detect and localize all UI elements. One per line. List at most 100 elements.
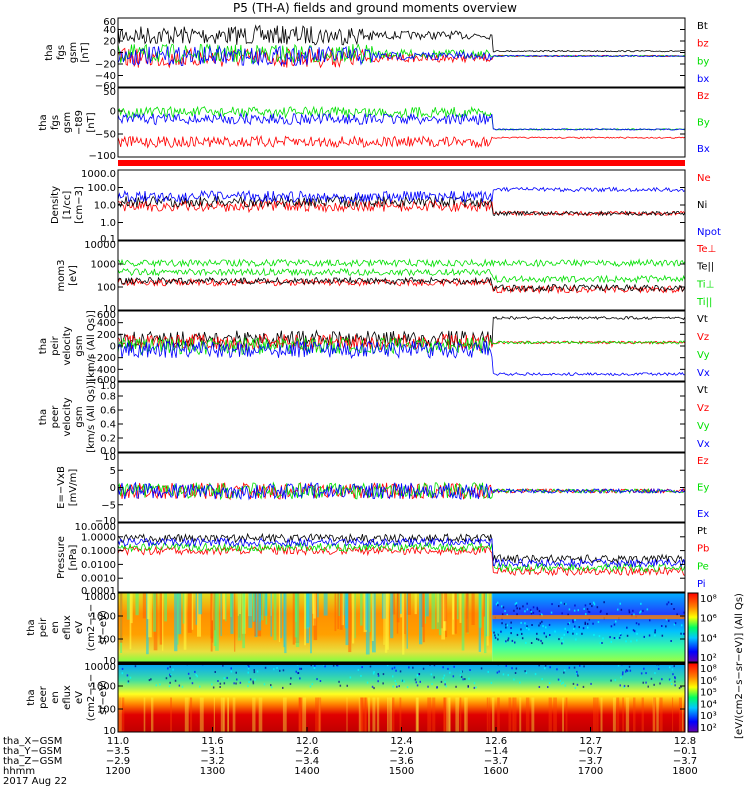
spectrogram-streak (352, 593, 355, 644)
legend-entry: Vx (697, 439, 710, 450)
spectrogram-speckle (560, 601, 562, 604)
spectrogram-streak (258, 697, 263, 732)
spectrogram-streak (273, 593, 277, 641)
spectrogram-speckle (617, 608, 619, 611)
spectrogram-speckle (382, 682, 384, 685)
spectrogram-speckle (496, 671, 499, 674)
spectrogram-streak (633, 697, 636, 732)
spectrogram-speckle (431, 683, 433, 686)
spectrogram-speckle (654, 634, 656, 637)
series-line-Pt (117, 532, 686, 565)
spectrogram-speckle (452, 675, 455, 678)
spectrogram-streak (295, 593, 297, 622)
spectrogram-streak (270, 593, 272, 637)
legend-entry: Bz (697, 91, 709, 102)
spectrogram-speckle (256, 670, 259, 673)
spectrogram-speckle (230, 667, 232, 670)
spectrogram-speckle (247, 671, 249, 674)
spectrogram-speckle (495, 603, 498, 606)
spectrogram-speckle (468, 677, 470, 680)
spectrogram-speckle (169, 675, 172, 678)
y-tick-label: 20 (103, 37, 116, 48)
panel-frame (117, 87, 686, 158)
spectrogram-speckle (536, 608, 539, 611)
spectrogram-streak (372, 697, 376, 732)
spectrogram-speckle (393, 666, 396, 669)
spectrogram-streak (448, 697, 451, 732)
spectrogram-speckle (582, 685, 585, 688)
spectrogram-streak (465, 593, 469, 633)
spectrogram-speckle (541, 620, 543, 623)
series-line-Npot (117, 186, 686, 204)
y-tick-label: 0.8 (100, 392, 116, 403)
series-line-bx (117, 45, 686, 67)
spectrogram-speckle (640, 602, 642, 605)
spectrogram-speckle (582, 627, 585, 630)
spectrogram-streak (220, 593, 222, 636)
spectrogram-speckle (613, 637, 616, 639)
spectrogram-speckle (248, 665, 250, 668)
spectrogram-streak (553, 697, 557, 732)
spectrogram-speckle (602, 637, 604, 640)
y-axis-label: en (50, 691, 61, 704)
spectrogram-speckle (469, 669, 471, 671)
spectrogram-speckle (361, 666, 363, 669)
spectrogram-speckle (502, 673, 505, 676)
spectrogram-speckle (640, 610, 642, 613)
spectrogram-speckle (519, 607, 521, 610)
series-line-Te⊥ (117, 277, 686, 295)
y-axis-label: mom3 (56, 260, 67, 292)
spectrogram-speckle (399, 670, 402, 673)
spectrogram-speckle (557, 678, 560, 681)
spectrogram-streak (368, 593, 371, 632)
y-axis-label: [mV/m] (68, 469, 79, 507)
spectrogram-speckle (574, 619, 576, 621)
flag-bar (118, 160, 685, 166)
y-axis-label: [km/s (All Qs)] (86, 310, 97, 382)
x-tick-label: 1800 (672, 766, 697, 777)
spectrogram-speckle (223, 677, 225, 680)
y-tick-label: −40 (95, 71, 116, 82)
spectrogram-streak (341, 593, 344, 626)
spectrogram-streak (616, 697, 620, 732)
spectrogram-speckle (628, 611, 631, 614)
y-axis-label: E=−VxB (56, 466, 67, 509)
spectrogram-speckle (534, 673, 537, 676)
spectrogram-speckle (247, 685, 249, 688)
x-axis-row-label: tha_X−GSM (3, 736, 62, 747)
y-axis-label: eflux (62, 685, 73, 710)
spectrogram-streak (384, 593, 388, 653)
spectrogram-speckle (574, 625, 576, 628)
y-axis-label: [nT] (80, 42, 91, 62)
spectrogram-speckle (573, 628, 575, 630)
spectrogram-speckle (165, 677, 168, 680)
spectrogram-speckle (639, 611, 641, 614)
spectrogram-speckle (636, 639, 638, 642)
series-line-Vy (117, 336, 686, 356)
x-tick-label: −2.6 (295, 746, 319, 757)
spectrogram-streak (153, 593, 157, 632)
spectrogram-speckle (583, 665, 585, 668)
spectrogram-speckle (532, 611, 535, 614)
y-tick-label: 0 (110, 483, 116, 494)
spectrogram-speckle (408, 666, 410, 669)
spectrogram-streak (174, 593, 178, 652)
spectrogram-speckle (217, 680, 219, 682)
spectrogram-speckle (541, 678, 543, 681)
spectrogram-streak (372, 593, 376, 653)
y-axis-label: fgs (56, 45, 67, 60)
spectrogram-speckle (649, 619, 651, 622)
y-tick-label: 50 (103, 87, 116, 98)
spectrogram-speckle (589, 602, 591, 605)
spectrogram-streak (151, 697, 154, 732)
series-line-Pi (117, 536, 686, 569)
spectrogram-streak (486, 697, 489, 732)
spectrogram-speckle (494, 636, 497, 639)
legend-entry: Ne (697, 173, 711, 184)
spectrogram-speckle (536, 606, 538, 609)
spectrogram-speckle (564, 627, 566, 630)
x-tick-label: −3.1 (200, 746, 224, 757)
spectrogram-speckle (126, 674, 129, 677)
